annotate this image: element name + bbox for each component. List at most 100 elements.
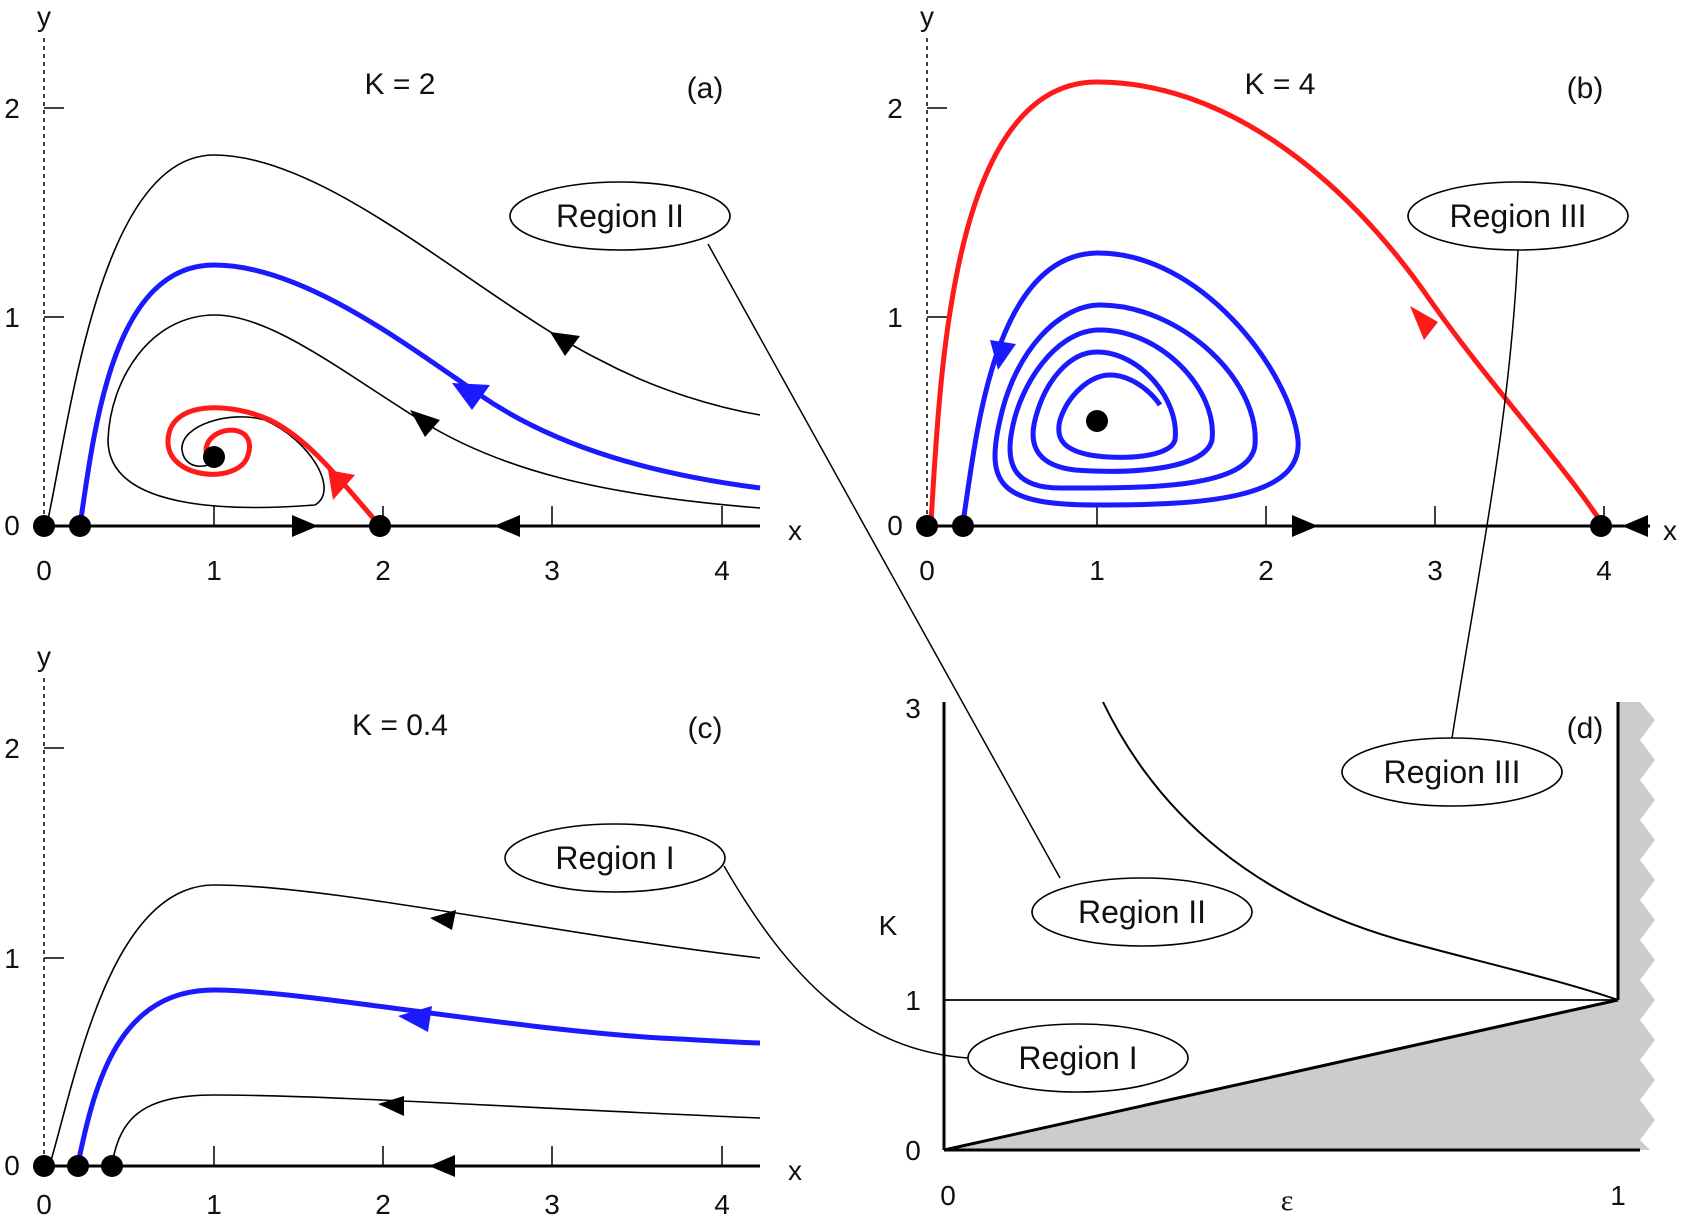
panel-b-trajectory-red: [928, 79, 1604, 524]
panel-d-region-iii-label: Region III: [1384, 754, 1521, 790]
panel-b-xtick-4: 4: [1596, 555, 1612, 586]
panel-c-xtick-1: 1: [206, 1189, 222, 1220]
panel-d-ytick-3: 3: [905, 693, 921, 724]
panel-b-xtick-1: 1: [1089, 555, 1105, 586]
panel-b-xlabel: x: [1663, 515, 1677, 546]
panel-c-ytick-2: 2: [4, 733, 20, 764]
panel-a-xtick-4: 4: [714, 555, 730, 586]
panel-c-arrow-2: [378, 1096, 404, 1116]
panel-c-ylabel: y: [37, 641, 51, 672]
panel-a-ytick-1: 1: [4, 302, 20, 333]
panel-c-trajectory-blue: [75, 987, 761, 1165]
panel-a-ytick-0: 0: [4, 510, 20, 541]
panel-b-xtick-0: 0: [919, 555, 935, 586]
panel-c-axis-arrow: [429, 1155, 455, 1177]
panel-a-ytick-2: 2: [4, 93, 20, 124]
panel-b-fixed-point-K: [1590, 515, 1612, 537]
panel-c-tag: (c): [688, 712, 723, 745]
panel-a-xtick-0: 0: [36, 555, 52, 586]
panel-b: 0 1 2 3 4 0 1 2 x y K = 4 (b) Region III: [887, 1, 1677, 586]
panel-a-arrow-1: [550, 332, 580, 356]
panel-b-ytick-2: 2: [887, 93, 903, 124]
panel-b-xtick-2: 2: [1258, 555, 1274, 586]
panel-c-trajectory-upper: [49, 884, 761, 1165]
panel-c-region-ellipse: [504, 823, 726, 893]
panel-b-ticks: [927, 107, 1605, 526]
panel-c-arrow-blue: [398, 1006, 432, 1032]
panel-d-ylabel: K: [879, 910, 898, 941]
panel-c-xtick-2: 2: [375, 1189, 391, 1220]
panel-a-arrow-2: [452, 383, 490, 410]
connector-region-i: [723, 865, 969, 1059]
panel-a-xtick-3: 3: [544, 555, 560, 586]
panel-a-arrow-red: [328, 470, 355, 500]
connector-region-ii: [707, 243, 1061, 879]
panel-c-fixed-point-0: [33, 1155, 55, 1177]
panel-b-arrow-blue: [990, 340, 1016, 370]
panel-c-fixed-point-K: [101, 1155, 123, 1177]
panel-d: 0 1 0 1 3 ε K (d) Region III Region II R…: [879, 693, 1655, 1217]
panel-d-xlabel: ε: [1281, 1184, 1294, 1217]
panel-c-xtick-0: 0: [36, 1189, 52, 1220]
panel-d-xtick-0: 0: [940, 1180, 956, 1211]
panel-b-ytick-0: 0: [887, 510, 903, 541]
panel-b-title: K = 4: [1245, 68, 1316, 101]
panel-d-ytick-0: 0: [905, 1135, 921, 1166]
panel-a-x-ticks: [44, 107, 723, 526]
panel-b-tag: (b): [1567, 72, 1604, 105]
panel-c-xtick-4: 4: [714, 1189, 730, 1220]
panel-a-title: K = 2: [365, 68, 436, 101]
panel-d-region-i-label: Region I: [1018, 1040, 1137, 1076]
panel-a-trajectory-blue: [77, 262, 761, 527]
panel-a-xtick-2: 2: [375, 555, 391, 586]
panel-b-ylabel: y: [920, 1, 934, 32]
panel-c-ticks: [44, 747, 723, 1166]
panel-d-line-K-eps: [943, 998, 1619, 1152]
panel-a-fixed-point-eps: [69, 515, 91, 537]
panel-c-fixed-point-eps: [67, 1155, 89, 1177]
connector-region-iii: [1451, 249, 1519, 739]
panel-b-fixed-point-0: [916, 515, 938, 537]
panel-a-fixed-point-0: [33, 515, 55, 537]
panel-c-region-label: Region I: [555, 840, 674, 876]
panel-b-region-label: Region III: [1450, 198, 1587, 234]
panel-d-ytick-1: 1: [905, 985, 921, 1016]
connector-lines: [707, 243, 1519, 1059]
panel-a-region-ellipse: [509, 181, 731, 251]
panel-d-tag: (d): [1567, 712, 1604, 745]
panel-d-hopf-curve: [1102, 701, 1619, 1001]
panel-b-fixed-point-eps: [952, 515, 974, 537]
panel-d-region-ii-ellipse: [1031, 877, 1253, 947]
panel-d-region-ii-label: Region II: [1078, 894, 1206, 930]
panel-a-arrow-3: [410, 410, 440, 437]
panel-a-fixed-point-interior: [203, 446, 225, 468]
panel-b-xtick-3: 3: [1427, 555, 1443, 586]
panel-b-axis-arrow-2: [1622, 515, 1648, 537]
panel-a-xtick-1: 1: [206, 555, 222, 586]
panel-a-ylabel: y: [37, 1, 51, 32]
panel-a-region-label: Region II: [556, 198, 684, 234]
panel-a-trajectory-red: [165, 405, 382, 528]
panel-a-axis-arrow-1: [292, 515, 318, 537]
panel-b-ytick-1: 1: [887, 302, 903, 333]
panel-c-arrow-1: [430, 910, 456, 930]
panel-d-shaded-region: [944, 702, 1655, 1150]
panel-a-xlabel: x: [788, 515, 802, 546]
panel-c-xtick-3: 3: [544, 1189, 560, 1220]
panel-c-ytick-1: 1: [4, 943, 20, 974]
panel-c-xlabel: x: [788, 1155, 802, 1186]
panel-a-fixed-point-K: [369, 515, 391, 537]
panel-c: 0 1 2 3 4 0 1 2 x y K = 0.4 (c) Region I: [4, 641, 802, 1220]
panel-c-title: K = 0.4: [352, 709, 448, 742]
panel-a-trajectory-inner: [107, 314, 761, 509]
panel-c-trajectory-lower: [111, 1094, 761, 1165]
panel-c-ytick-0: 0: [4, 1150, 20, 1181]
panel-b-axis-arrow-1: [1292, 515, 1318, 537]
panel-d-xtick-1: 1: [1610, 1180, 1626, 1211]
panel-b-fixed-point-interior: [1086, 410, 1108, 432]
panel-a-trajectory-outer: [46, 154, 761, 525]
panel-a: 0 1 2 3 4 0 1 2 x y K = 2 (a) Region II: [4, 1, 802, 586]
panel-a-axis-arrow-2: [494, 515, 520, 537]
panel-b-arrow-red: [1410, 306, 1438, 340]
